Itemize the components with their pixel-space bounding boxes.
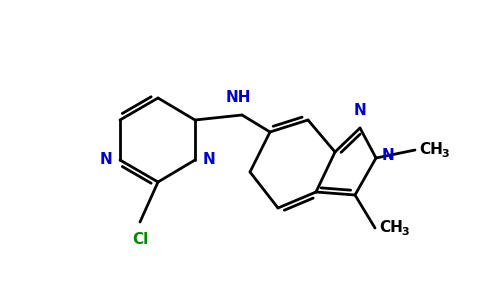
Text: N: N xyxy=(382,148,395,164)
Text: NH: NH xyxy=(225,90,251,105)
Text: Cl: Cl xyxy=(132,232,148,247)
Text: 3: 3 xyxy=(441,149,449,159)
Text: N: N xyxy=(203,152,216,167)
Text: 3: 3 xyxy=(401,227,408,237)
Text: CH: CH xyxy=(379,220,403,236)
Text: N: N xyxy=(99,152,112,167)
Text: N: N xyxy=(354,103,366,118)
Text: CH: CH xyxy=(419,142,443,158)
